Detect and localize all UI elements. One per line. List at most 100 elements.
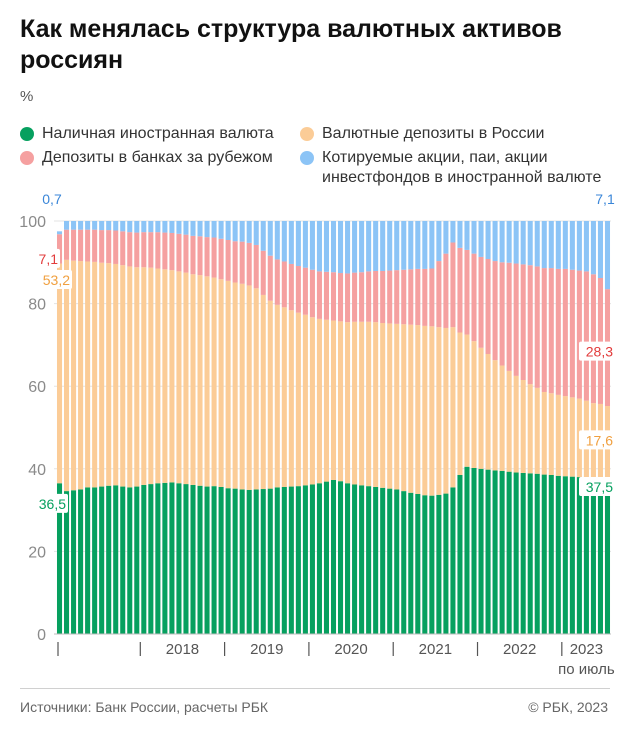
x-year-label: 2018 <box>166 641 199 658</box>
bar-segment <box>597 477 603 634</box>
bar-segment <box>120 265 126 487</box>
value-annotation-bg <box>38 189 66 208</box>
bar-segment <box>401 221 407 270</box>
bar-segment <box>359 485 365 634</box>
value-annotation: 53,2 <box>43 272 70 288</box>
bar-segment <box>429 268 435 327</box>
bar-segment <box>309 221 315 270</box>
legend-swatch-securities <box>300 151 314 165</box>
bar-segment <box>415 268 421 326</box>
bar-segment <box>429 495 435 634</box>
bar-segment <box>246 285 252 490</box>
bar-segment <box>527 265 533 385</box>
bar-segment <box>302 485 308 634</box>
bar-segment <box>162 482 168 634</box>
bar-segment <box>541 391 547 475</box>
bar-segment <box>478 256 484 348</box>
bar-segment <box>78 221 84 230</box>
bar-segment <box>499 221 505 263</box>
bar-segment <box>239 241 245 284</box>
bar-segment <box>450 221 456 243</box>
bar-segment <box>555 221 561 269</box>
bar-segment <box>337 273 344 322</box>
bar-segment <box>309 269 315 318</box>
bar-segment <box>373 221 379 271</box>
bar-segment <box>401 269 407 325</box>
bar-segment <box>323 221 330 272</box>
bar-segment <box>436 494 442 634</box>
bar-segment <box>56 231 63 235</box>
bar-segment <box>295 486 301 634</box>
bar-segment <box>457 474 463 634</box>
bar-segment <box>232 282 238 489</box>
bar-segment <box>352 484 358 634</box>
value-annotation: 28,3 <box>586 344 613 360</box>
bar-segment <box>422 325 428 496</box>
stacked-bar-chart: 0 20 40 60 80 100 2018 2019 2020 2021 2022 2023 по и… <box>19 189 619 676</box>
bar-segment <box>471 467 477 634</box>
value-annotation-bg <box>591 189 619 208</box>
bar-segment <box>155 232 161 269</box>
bar-segment <box>316 483 322 634</box>
bar-segment <box>422 268 428 326</box>
bar-segment <box>408 492 414 634</box>
bar-segment <box>190 235 196 275</box>
value-annotation-bg <box>32 493 68 513</box>
value-annotation-bg <box>579 341 615 361</box>
y-tick-label: 80 <box>28 297 46 314</box>
bar-segment <box>330 272 337 321</box>
bar-segment <box>141 232 147 268</box>
bar-segment <box>92 229 98 262</box>
bar-segment <box>183 272 189 485</box>
bar-segment <box>176 221 182 234</box>
bar-segment <box>183 484 189 634</box>
bar-segment <box>345 273 351 323</box>
bar-segment <box>359 321 365 486</box>
bar-segment <box>239 283 245 490</box>
bar-segment <box>590 274 596 404</box>
bar-segment <box>330 221 337 273</box>
bar-segment <box>555 394 561 476</box>
bar-segment <box>274 487 280 634</box>
bar-segment <box>443 327 449 494</box>
bar-segment <box>316 221 322 272</box>
bar-segment <box>85 221 91 230</box>
value-annotation-bg <box>32 248 60 268</box>
bar-segment <box>548 474 554 634</box>
bar-segment <box>218 238 224 280</box>
bar-segment <box>345 322 351 484</box>
bar-segment <box>499 262 505 366</box>
bar-segment <box>92 221 98 230</box>
bar-segment <box>274 259 280 305</box>
y-tick-label: 0 <box>37 627 46 644</box>
bar-segment <box>141 267 147 485</box>
bar-segment <box>576 477 582 634</box>
bar-segment <box>373 322 379 487</box>
bar-segment <box>56 263 63 484</box>
bar-segment <box>246 221 252 243</box>
bar-segment <box>471 221 477 254</box>
bar-segment <box>380 487 386 634</box>
bar-segment <box>225 280 231 489</box>
bar-segment <box>218 221 224 239</box>
bar-segment <box>316 318 322 484</box>
bar-segment <box>148 221 154 233</box>
bar-segment <box>295 221 301 267</box>
bar-segment <box>450 487 456 634</box>
bar-segment <box>85 261 91 488</box>
bar-segment <box>155 268 161 484</box>
bar-segment <box>436 261 442 328</box>
bar-segment <box>534 221 540 267</box>
bar-segment <box>78 261 84 490</box>
bar-segment <box>232 221 238 242</box>
bar-segment <box>260 250 266 295</box>
bar-segment <box>576 270 582 399</box>
bar-segment <box>520 380 526 473</box>
bar-segment <box>569 221 575 270</box>
bar-segment <box>478 347 484 469</box>
value-annotation: 7,1 <box>595 191 615 207</box>
bar-segment <box>387 221 393 271</box>
bar-segment <box>527 473 533 634</box>
bar-segment <box>295 312 301 487</box>
bar-segment <box>225 221 231 240</box>
